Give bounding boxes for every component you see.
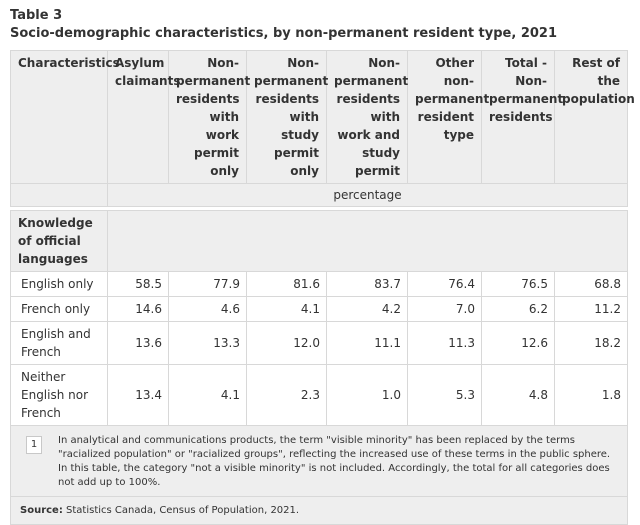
column-header-rest-of-population: Rest of the population xyxy=(554,50,635,184)
units-row: percentage xyxy=(10,183,628,207)
table-cell: 12.6 xyxy=(481,321,555,365)
table-cell: 11.2 xyxy=(554,296,628,322)
table-row: English and French 13.6 13.3 12.0 11.1 1… xyxy=(10,321,628,365)
data-table: Characteristics Asylum claimants Non-per… xyxy=(10,50,635,525)
table-cell: 1.8 xyxy=(554,364,628,426)
table-cell: 11.3 xyxy=(407,321,482,365)
column-header-total-non-permanent: Total - Non-permanent residents xyxy=(481,50,563,184)
table-cell: 4.1 xyxy=(246,296,327,322)
table-cell: 4.1 xyxy=(168,364,247,426)
footnote-number: 1 xyxy=(26,436,42,454)
table-footer: 1 In analytical and communications produ… xyxy=(10,425,628,525)
footnote-row: 1 In analytical and communications produ… xyxy=(10,425,628,497)
table-cell: 1.0 xyxy=(326,364,408,426)
table-cell: 12.0 xyxy=(246,321,327,365)
column-header-other-type: Other non-permanent resident type xyxy=(407,50,489,184)
table-header: Characteristics Asylum claimants Non-per… xyxy=(10,50,635,207)
table-cell: 83.7 xyxy=(326,271,408,297)
group-row-fill xyxy=(107,210,628,272)
table-cell: 76.4 xyxy=(407,271,482,297)
column-header-characteristics: Characteristics xyxy=(10,50,120,184)
table-cell: 68.8 xyxy=(554,271,628,297)
table-cell: 5.3 xyxy=(407,364,482,426)
table-cell: 6.2 xyxy=(481,296,555,322)
row-label: Neither English nor French xyxy=(10,364,108,426)
table-row: English only 58.5 77.9 81.6 83.7 76.4 76… xyxy=(10,271,628,297)
column-header-row: Characteristics Asylum claimants Non-per… xyxy=(10,50,635,184)
table-body: Knowledge of official languages English … xyxy=(10,206,628,426)
source-row: Source: Statistics Canada, Census of Pop… xyxy=(10,496,628,525)
table-cell: 76.5 xyxy=(481,271,555,297)
table-cell: 13.6 xyxy=(107,321,169,365)
table-cell: 81.6 xyxy=(246,271,327,297)
column-header-study-permit-only: Non-permanent residents with study permi… xyxy=(246,50,328,184)
column-header-work-permit-only: Non-permanent residents with work permit… xyxy=(168,50,250,184)
table-row: French only 14.6 4.6 4.1 4.2 7.0 6.2 11.… xyxy=(10,296,628,322)
table-cell: 13.3 xyxy=(168,321,247,365)
table-row: Neither English nor French 13.4 4.1 2.3 … xyxy=(10,364,628,426)
table-cell: 4.6 xyxy=(168,296,247,322)
footnote-text: In analytical and communications product… xyxy=(58,435,611,488)
table-cell: 11.1 xyxy=(326,321,408,365)
units-row-blank xyxy=(10,183,108,207)
group-label: Knowledge of official languages xyxy=(10,210,108,272)
table-cell: 4.2 xyxy=(326,296,408,322)
table-number: Table 3 xyxy=(10,8,63,23)
source-label: Source: xyxy=(20,505,63,516)
table-cell: 4.8 xyxy=(481,364,555,426)
row-label: English only xyxy=(10,271,108,297)
table-cell: 7.0 xyxy=(407,296,482,322)
table-cell: 13.4 xyxy=(107,364,169,426)
units-label: percentage xyxy=(107,183,628,207)
row-label: English and French xyxy=(10,321,108,365)
table-cell: 18.2 xyxy=(554,321,628,365)
source-text: Statistics Canada, Census of Population,… xyxy=(62,505,300,516)
column-header-asylum-claimants: Asylum claimants xyxy=(107,50,180,184)
table-cell: 58.5 xyxy=(107,271,169,297)
column-header-work-and-study-permit: Non-permanent residents with work and st… xyxy=(326,50,408,184)
footnote: 1 In analytical and communications produ… xyxy=(18,429,620,493)
group-row: Knowledge of official languages xyxy=(10,210,628,272)
table-cell: 14.6 xyxy=(107,296,169,322)
source-note: Source: Statistics Canada, Census of Pop… xyxy=(18,500,620,521)
table-title: Socio-demographic characteristics, by no… xyxy=(10,26,558,41)
row-label: French only xyxy=(10,296,108,322)
table-caption: Table 3 Socio-demographic characteristic… xyxy=(10,7,557,43)
table-cell: 77.9 xyxy=(168,271,247,297)
table-cell: 2.3 xyxy=(246,364,327,426)
